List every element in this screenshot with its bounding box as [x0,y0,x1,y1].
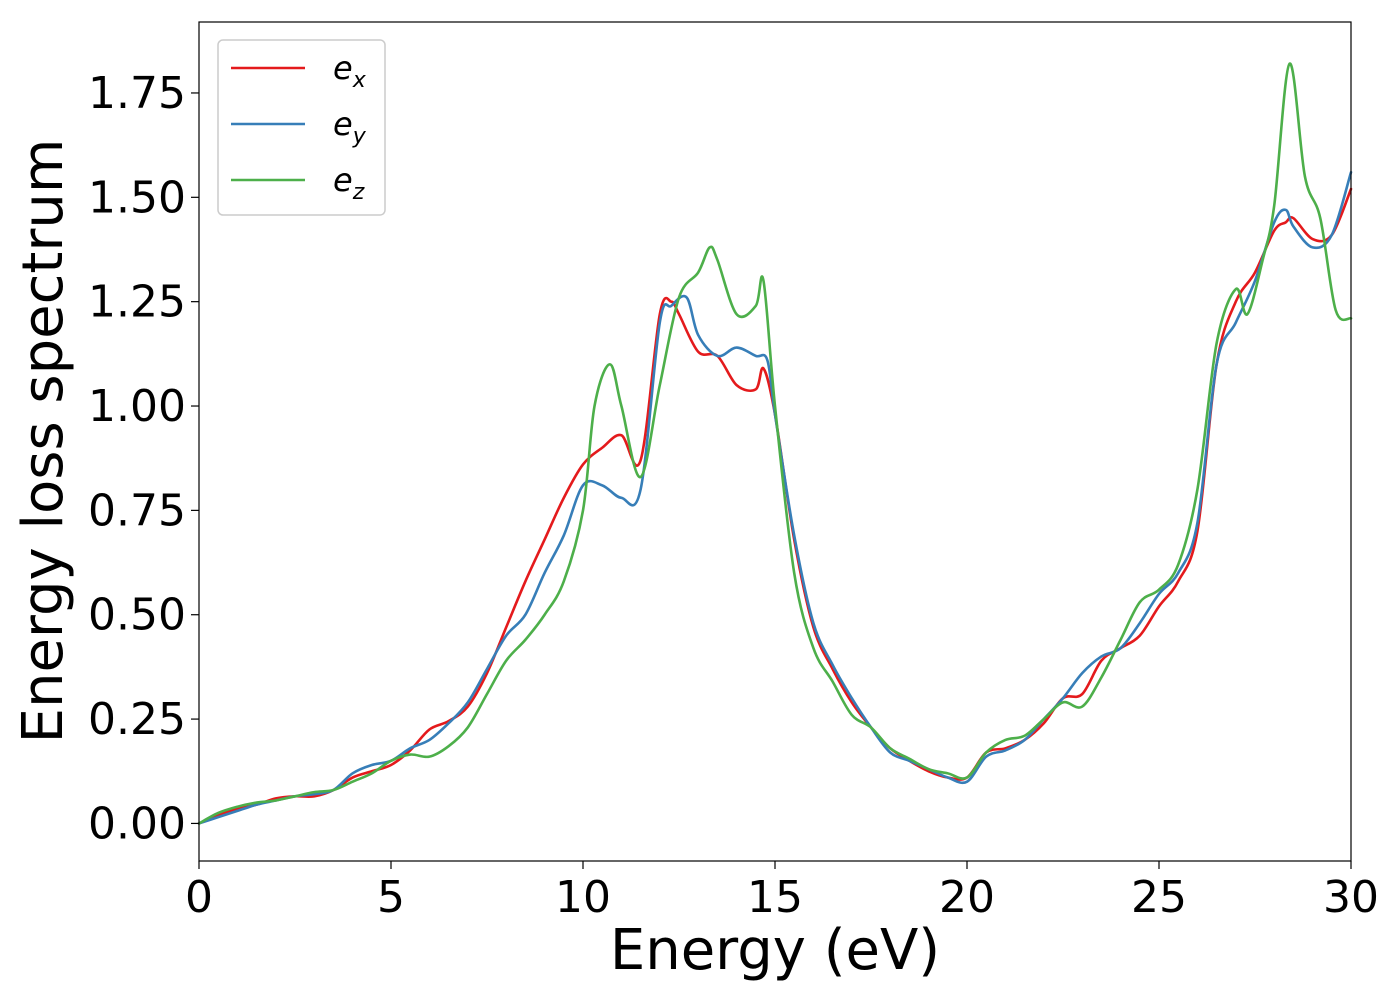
x-tick-label: 20 [939,872,995,923]
y-tick-label: 1.00 [88,381,186,432]
legend-label-e-x: ex [333,49,367,93]
series-layer [197,62,1353,825]
x-tick-label: 5 [377,872,405,923]
x-tick-label: 25 [1131,872,1187,923]
x-tick-label: 15 [747,872,803,923]
y-tick-label: 0.75 [88,485,186,536]
series-line-e-z [197,62,1353,825]
x-tick-label: 10 [555,872,611,923]
x-tick-label: 30 [1323,872,1379,923]
legend-label-e-y: ey [333,105,367,149]
x-axis-title: Energy (eV) [610,918,940,983]
legend-items: ex ey ez [231,49,367,205]
x-tick-label: 0 [185,872,213,923]
x-axis-ticks: 0 5 10 15 20 25 30 [185,861,1379,923]
y-tick-label: 0.25 [88,694,186,745]
y-tick-label: 0.00 [88,798,186,849]
y-tick-label: 0.50 [88,590,186,641]
legend-box [217,39,386,216]
y-axis-title: Energy loss spectrum [11,139,76,744]
legend: ex ey ez [217,39,386,216]
y-tick-label: 1.50 [88,172,186,223]
legend-label-e-z: ez [333,161,365,205]
y-tick-label: 1.25 [88,277,186,328]
y-axis-ticks: 0.00 0.25 0.50 0.75 1.00 1.25 1.50 1.75 [88,68,199,849]
series-line-e-y [197,170,1353,825]
series-line-e-x [197,187,1353,825]
y-tick-label: 1.75 [88,68,186,119]
